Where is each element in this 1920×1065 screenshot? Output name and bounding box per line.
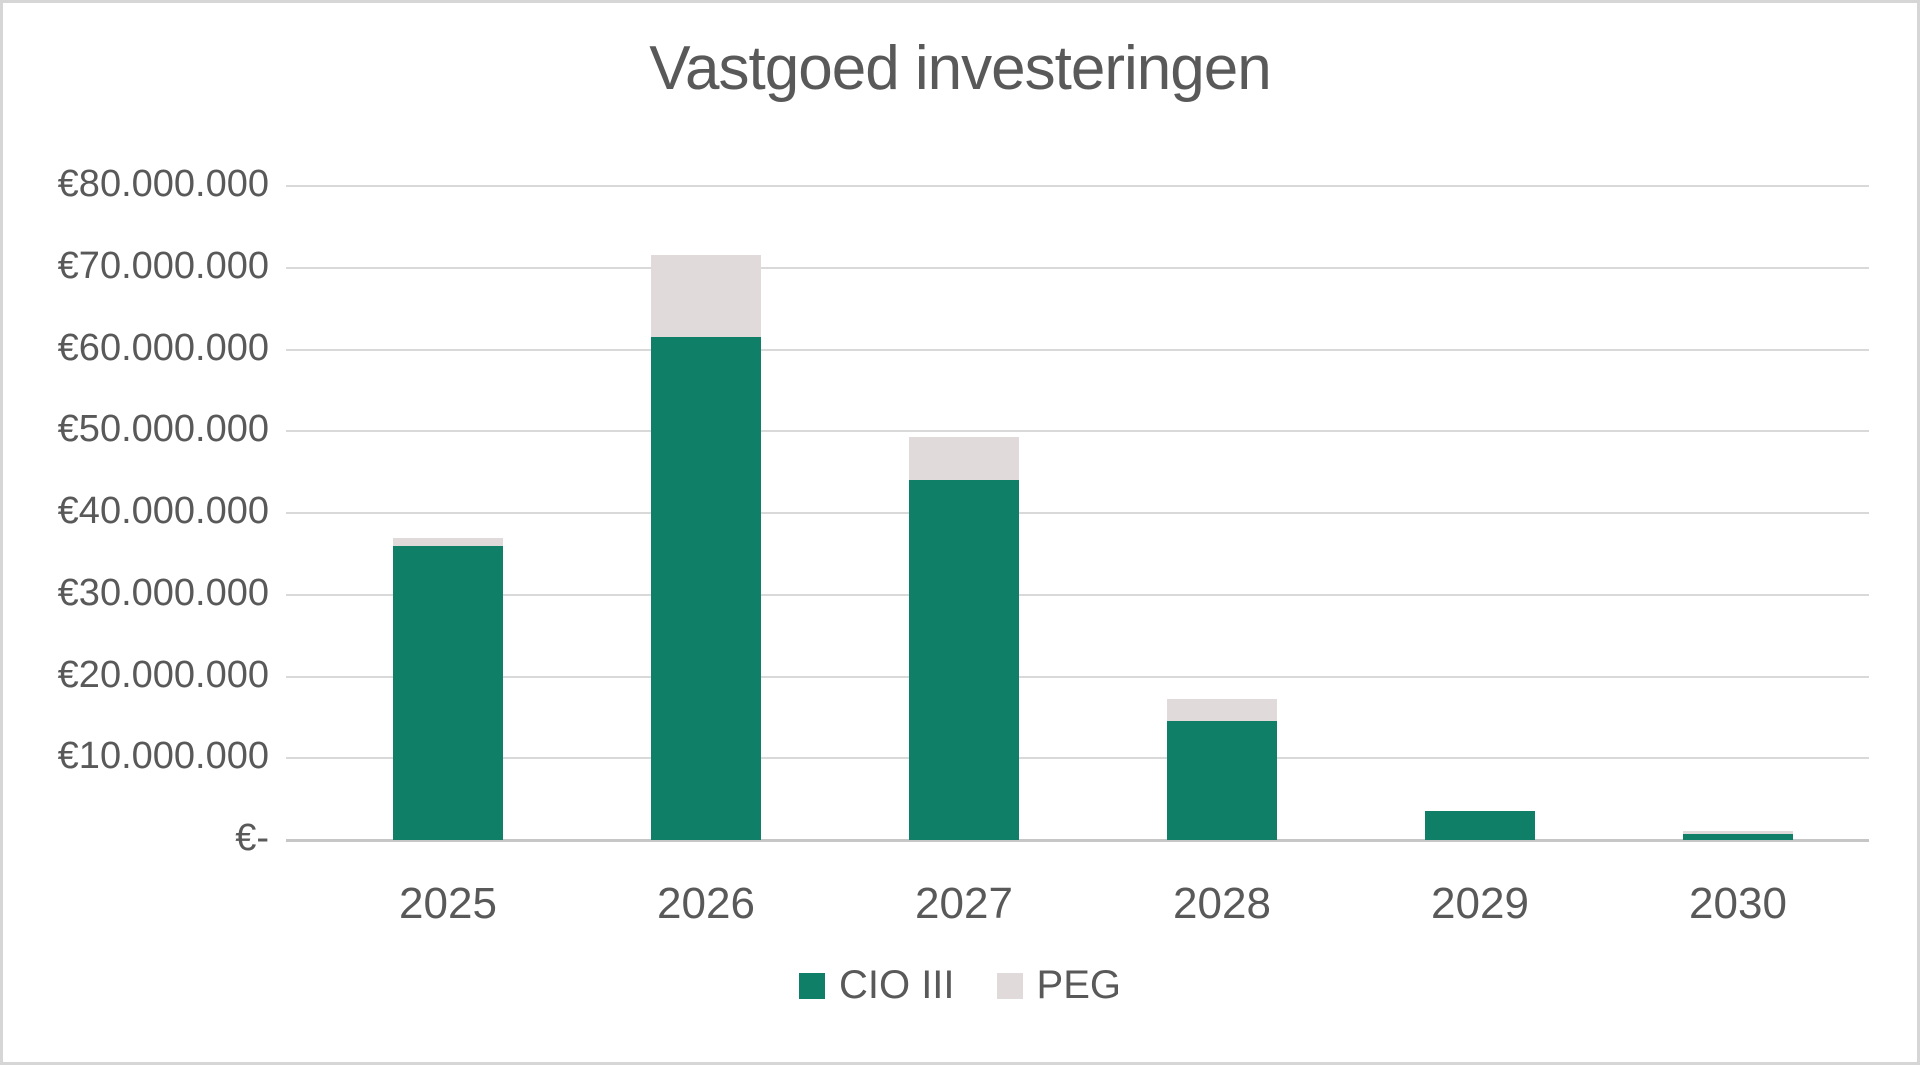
gridline (286, 348, 1869, 351)
gridline (286, 430, 1869, 433)
legend-label: CIO III (838, 963, 955, 1007)
y-axis-tick-label: €50.000.000 (57, 408, 269, 451)
y-axis-tick-label: €70.000.000 (57, 244, 269, 287)
x-axis-label: 2027 (915, 879, 1013, 928)
legend-swatch-icon (798, 972, 825, 999)
bar-segment-peg (1167, 699, 1277, 722)
y-axis-tick-label: €10.000.000 (57, 735, 269, 778)
gridline (286, 593, 1869, 596)
chart-title: Vastgoed investeringen (649, 34, 1271, 103)
bar-segment-cio-iii (651, 337, 761, 840)
x-axis-line (286, 839, 1869, 842)
bar-segment-peg (909, 436, 1019, 481)
x-axis-label: 2025 (399, 879, 497, 928)
bar-segment-cio-iii (1683, 834, 1793, 840)
legend-swatch-icon (996, 972, 1023, 999)
y-axis-tick-label: €30.000.000 (57, 571, 269, 614)
y-axis-tick-label: €60.000.000 (57, 326, 269, 369)
x-axis-label: 2030 (1689, 879, 1787, 928)
bar-segment-cio-iii (909, 480, 1019, 840)
x-axis-label: 2026 (657, 879, 755, 928)
bar-segment-peg (1683, 831, 1793, 835)
x-axis-label: 2028 (1173, 879, 1271, 928)
gridline (286, 675, 1869, 678)
legend-label: PEG (1036, 963, 1122, 1007)
bar-segment-cio-iii (1425, 811, 1535, 840)
bar-segment-peg (393, 537, 503, 546)
legend: CIO III PEG (3, 963, 1917, 1008)
bar-segment-peg (651, 255, 761, 338)
y-axis-tick-label: €80.000.000 (57, 163, 269, 205)
gridline (286, 185, 1869, 187)
y-axis-tick-label: €40.000.000 (57, 490, 269, 532)
gridline (286, 266, 1869, 269)
y-axis-tick-label: €- (235, 817, 269, 859)
y-axis-tick-label: €20.000.000 (57, 653, 269, 696)
x-axis-label: 2029 (1431, 879, 1529, 928)
legend-item-peg: PEG (996, 963, 1122, 1008)
gridline (286, 757, 1869, 760)
gridline (286, 512, 1869, 514)
bar-segment-cio-iii (1167, 721, 1277, 840)
legend-item-cio-iii: CIO III (798, 963, 955, 1008)
bar-segment-cio-iii (393, 545, 503, 840)
